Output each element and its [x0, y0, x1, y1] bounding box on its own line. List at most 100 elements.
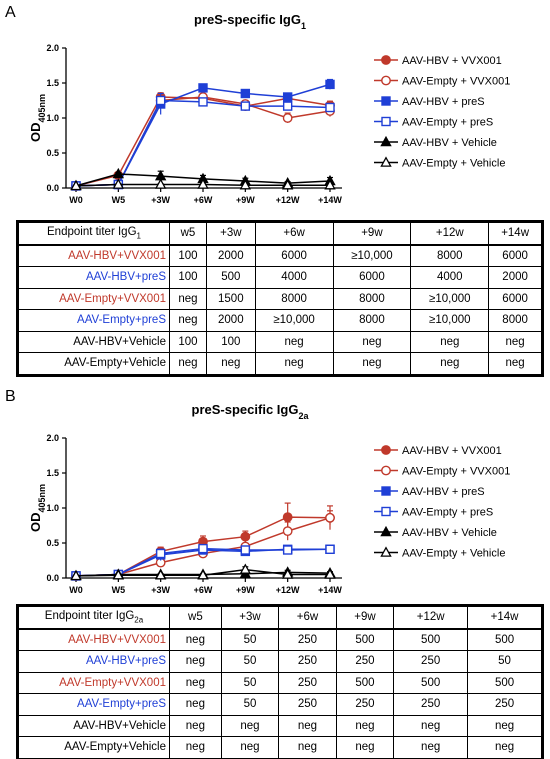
table-column-header: +6w: [254, 222, 334, 246]
table-group-label: AAV-Empty+Vehicle: [18, 352, 170, 375]
data-point: [282, 92, 293, 102]
y-tick-label: 1.5: [46, 468, 59, 478]
y-tick-label: 0.0: [46, 183, 59, 193]
table-row: AAV-HBV+Vehicle 100 100 neg neg neg neg: [18, 330, 542, 353]
legend-label: AAV-HBV + Vehicle: [402, 527, 497, 539]
legend-label: AAV-Empty + Vehicle: [402, 158, 505, 170]
x-tick-label: W0: [69, 585, 83, 595]
table-cell: 50: [220, 628, 280, 651]
table-cell: 250: [335, 650, 395, 673]
legend-label: AAV-Empty + VVX001: [402, 76, 510, 88]
table-row: AAV-HBV+preS 100 500 4000 6000 4000 2000: [18, 266, 542, 289]
table-cell: 500: [393, 671, 469, 694]
table-cell: neg: [410, 352, 490, 375]
data-point: [325, 102, 335, 113]
table-cell: ≥10,000: [410, 309, 490, 332]
legend-marker: [381, 486, 391, 496]
x-tick-label: +12W: [276, 585, 300, 595]
table-group-label: AAV-HBV+preS: [18, 266, 170, 289]
table-cell: 8000: [488, 309, 542, 332]
legend: AAV-HBV + VVX001 AAV-Empty + VVX001 AAV-HB…: [374, 445, 510, 560]
data-point: [282, 526, 293, 537]
data-point: [281, 568, 294, 579]
table-cell: neg: [335, 736, 395, 759]
data-point: [70, 179, 82, 191]
y-tick-label: 1.0: [46, 503, 59, 513]
data-point: [155, 548, 166, 559]
legend: AAV-HBV + VVX001 AAV-Empty + VVX001 AAV-HB…: [374, 55, 510, 170]
table-cell: neg: [169, 650, 222, 673]
series-aav-empty-vehicle: [70, 563, 336, 581]
table-column-header: w5: [169, 222, 207, 246]
table-group-label: AAV-HBV+VVX001: [18, 628, 170, 651]
table-row: AAV-HBV+preS neg 50 250 250 250 50: [18, 650, 542, 673]
legend-marker: [381, 116, 391, 127]
y-tick-label: 0.5: [46, 538, 59, 548]
data-point: [112, 569, 125, 580]
table-cell: 250: [467, 693, 542, 716]
x-tick-label: +9W: [236, 585, 255, 595]
table-cell: 6000: [332, 266, 412, 289]
data-point: [240, 545, 251, 555]
data-point: [324, 179, 336, 190]
data-point: [112, 178, 125, 189]
table-cell: ≥10,000: [332, 244, 412, 267]
data-point: [154, 569, 167, 580]
table-group-label: AAV-Empty+VVX001: [18, 671, 170, 694]
table-cell: 500: [467, 671, 542, 694]
table-cell: neg: [410, 330, 490, 353]
table-cell: 250: [278, 650, 337, 673]
table-cell: neg: [254, 330, 334, 353]
table-cell: neg: [169, 628, 222, 651]
table-cell: neg: [332, 330, 412, 353]
table-cell: neg: [278, 714, 337, 737]
data-point: [325, 512, 335, 523]
table-cell: neg: [335, 714, 395, 737]
legend-label: AAV-HBV + Vehicle: [402, 137, 497, 149]
panel-letter-a: A: [5, 4, 16, 21]
data-point: [112, 167, 125, 179]
data-point: [282, 101, 293, 111]
table-group-label: AAV-HBV+preS: [18, 650, 170, 673]
table-row: AAV-Empty+Vehicle neg neg neg neg neg neg: [18, 736, 542, 759]
table-cell: neg: [220, 714, 280, 737]
table-cell: neg: [169, 714, 222, 737]
legend-marker: [381, 55, 391, 65]
table-row: AAV-HBV+VVX001 neg 50 250 500 500 500: [18, 628, 542, 651]
table-cell: 500: [205, 266, 256, 289]
panel-letter-b: B: [5, 388, 16, 405]
data-point: [324, 568, 336, 579]
table-cell: 100: [169, 330, 207, 353]
table-cell: 8000: [410, 244, 490, 267]
legend-marker: [380, 156, 392, 167]
x-tick-label: +9W: [236, 195, 255, 205]
table-cell: 6000: [488, 287, 542, 310]
table-column-header: +14w: [467, 606, 542, 630]
table-cell: 50: [220, 671, 280, 694]
table-row: AAV-Empty+VVX001 neg 50 250 500 500 500: [18, 671, 542, 694]
table-cell: neg: [205, 352, 256, 375]
table-cell: neg: [169, 693, 222, 716]
legend-marker: [381, 75, 391, 86]
table-cell: 4000: [410, 266, 490, 289]
data-point: [198, 543, 208, 554]
titer-table-a: Endpoint titer IgG1 w5 +3w +6w +9w +12w +14w AA…: [16, 220, 544, 377]
table-cell: 500: [467, 628, 542, 651]
table-cell: 50: [467, 650, 542, 673]
table-cell: 250: [278, 628, 337, 651]
legend-label: AAV-HBV + preS: [402, 96, 485, 108]
table-group-label: AAV-Empty+preS: [18, 693, 170, 716]
x-tick-label: +12W: [276, 195, 300, 205]
data-point: [325, 79, 335, 90]
table-column-header: +9w: [335, 606, 395, 630]
chart-a-igg1: preS-specific IgG1 OD405nm 0.0 0.5 1.0 1.5 2.0…: [28, 12, 510, 205]
x-tick-label: W5: [112, 195, 126, 205]
table-group-label: AAV-Empty+Vehicle: [18, 736, 170, 759]
table-cell: 8000: [332, 309, 412, 332]
legend-label: AAV-HBV + VVX001: [402, 55, 502, 67]
table-cell: 8000: [332, 287, 412, 310]
table-cell: 250: [393, 693, 469, 716]
table-cell: neg: [393, 714, 469, 737]
x-tick-label: +3W: [151, 585, 170, 595]
table-row: AAV-Empty+Vehicle neg neg neg neg neg neg: [18, 352, 542, 375]
